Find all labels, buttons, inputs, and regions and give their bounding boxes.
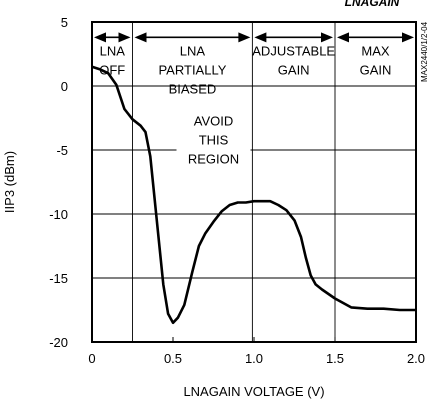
y-axis-label: IIP3 (dBm)	[2, 151, 17, 213]
x-axis-label: LNAGAIN VOLTAGE (V)	[183, 384, 324, 399]
region-label-line: LNA	[100, 43, 126, 58]
region-arrow-head-right	[238, 32, 251, 43]
region-label-line: MAX	[361, 43, 390, 58]
region-label-line: GAIN	[360, 62, 392, 77]
side-label: MAX2440/1/2-04	[420, 21, 429, 82]
x-tick-label: 2.0	[407, 351, 425, 366]
y-tick-label: -10	[49, 207, 68, 222]
region-label-line: BIASED	[169, 81, 217, 96]
x-tick-label: 0	[88, 351, 95, 366]
series-layer	[91, 65, 416, 325]
region-markers: AVOID THIS REGION LNA OFF LNA PARTIALLY BIASED A…	[94, 32, 414, 184]
annotation-line: THIS	[199, 133, 229, 148]
x-tick-labels: 0 0.5 1.0 1.5 2.0	[88, 337, 425, 366]
region-arrow-head-left	[254, 32, 267, 43]
x-tick-label: 0.5	[164, 351, 182, 366]
annotation-background	[176, 116, 251, 184]
region-label-line: PARTIALLY	[158, 62, 226, 77]
region-arrow-head-left	[337, 32, 349, 43]
y-tick-label: -20	[49, 335, 68, 350]
region-arrow-head-right	[321, 32, 333, 43]
y-tick-label: 5	[61, 15, 68, 30]
chart-title-fragment: LNAGAIN	[345, 0, 400, 9]
y-tick-label: 0	[61, 79, 68, 94]
grid	[92, 22, 416, 342]
iip3-series-line	[91, 65, 416, 325]
x-tick-label: 1.0	[245, 351, 263, 366]
region-arrow-head-left	[134, 32, 147, 43]
region-arrow-head-right	[402, 32, 414, 43]
region-label-line: LNA	[180, 43, 206, 58]
region-label-line: GAIN	[278, 62, 310, 77]
y-tick-label: -15	[49, 271, 68, 286]
region-arrow-head-right	[118, 32, 131, 43]
region-arrow-head-left	[94, 32, 106, 43]
y-tick-label: -5	[56, 143, 68, 158]
region-label-line: ADJUSTABLE	[252, 43, 335, 58]
annotation-line: AVOID	[194, 114, 234, 129]
x-tick-label: 1.5	[326, 351, 344, 366]
region-label-line: OFF	[99, 62, 125, 77]
annotation-line: REGION	[188, 152, 239, 167]
y-tick-labels: 5 0 -5 -10 -15 -20	[49, 15, 97, 350]
